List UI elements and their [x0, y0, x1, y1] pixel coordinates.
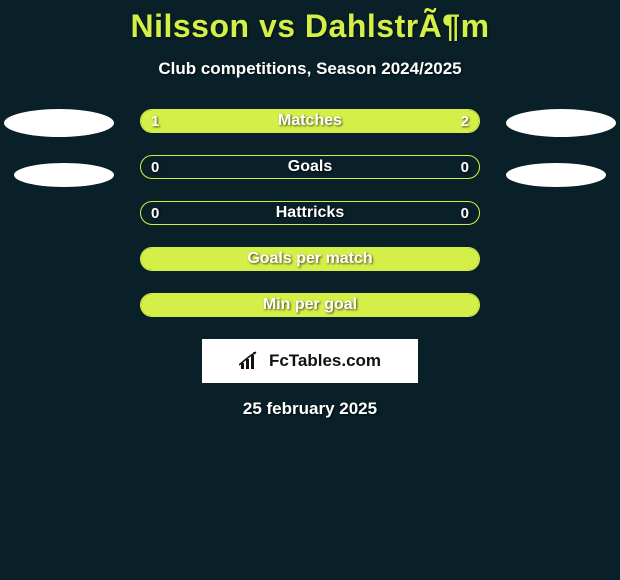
stat-bar-hattricks: 0 Hattricks 0 — [140, 201, 480, 225]
bar-value-right: 0 — [461, 156, 469, 178]
player-right-badge — [506, 109, 616, 137]
stat-bar-goals-per-match: Goals per match — [140, 247, 480, 271]
footer-date: 25 february 2025 — [0, 399, 620, 419]
bar-fill-left — [141, 294, 479, 316]
bar-fill-left — [141, 110, 253, 132]
bar-fill-left — [141, 248, 479, 270]
source-logo: FcTables.com — [239, 351, 381, 371]
bar-value-right: 0 — [461, 202, 469, 224]
page-title: Nilsson vs DahlstrÃ¶m — [0, 8, 620, 45]
page-subtitle: Club competitions, Season 2024/2025 — [0, 59, 620, 79]
player-left-badge — [4, 109, 114, 137]
player-left-badge — [14, 163, 114, 187]
infographic-container: Nilsson vs DahlstrÃ¶m Club competitions,… — [0, 0, 620, 419]
source-logo-box: FcTables.com — [202, 339, 418, 383]
stat-bar-goals: 0 Goals 0 — [140, 155, 480, 179]
player-right-badge — [506, 163, 606, 187]
stat-bar-min-per-goal: Min per goal — [140, 293, 480, 317]
comparison-bars-area: 1 Matches 2 0 Goals 0 0 Hattricks 0 Goal… — [0, 109, 620, 317]
bar-value-left: 0 — [151, 156, 159, 178]
source-logo-text: FcTables.com — [269, 351, 381, 371]
bar-fill-right — [253, 110, 479, 132]
bar-value-left: 0 — [151, 202, 159, 224]
stat-bar-matches: 1 Matches 2 — [140, 109, 480, 133]
bar-label: Goals — [141, 156, 479, 178]
bar-chart-icon — [239, 351, 263, 371]
bar-label: Hattricks — [141, 202, 479, 224]
